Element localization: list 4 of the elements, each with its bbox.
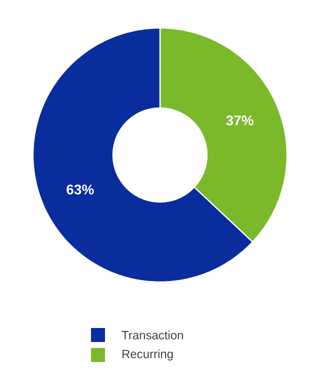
legend-label: Recurring: [122, 349, 173, 361]
data-label: 63%: [66, 184, 94, 195]
legend-label: Transaction: [122, 330, 183, 340]
data-label: 37%: [226, 115, 254, 126]
